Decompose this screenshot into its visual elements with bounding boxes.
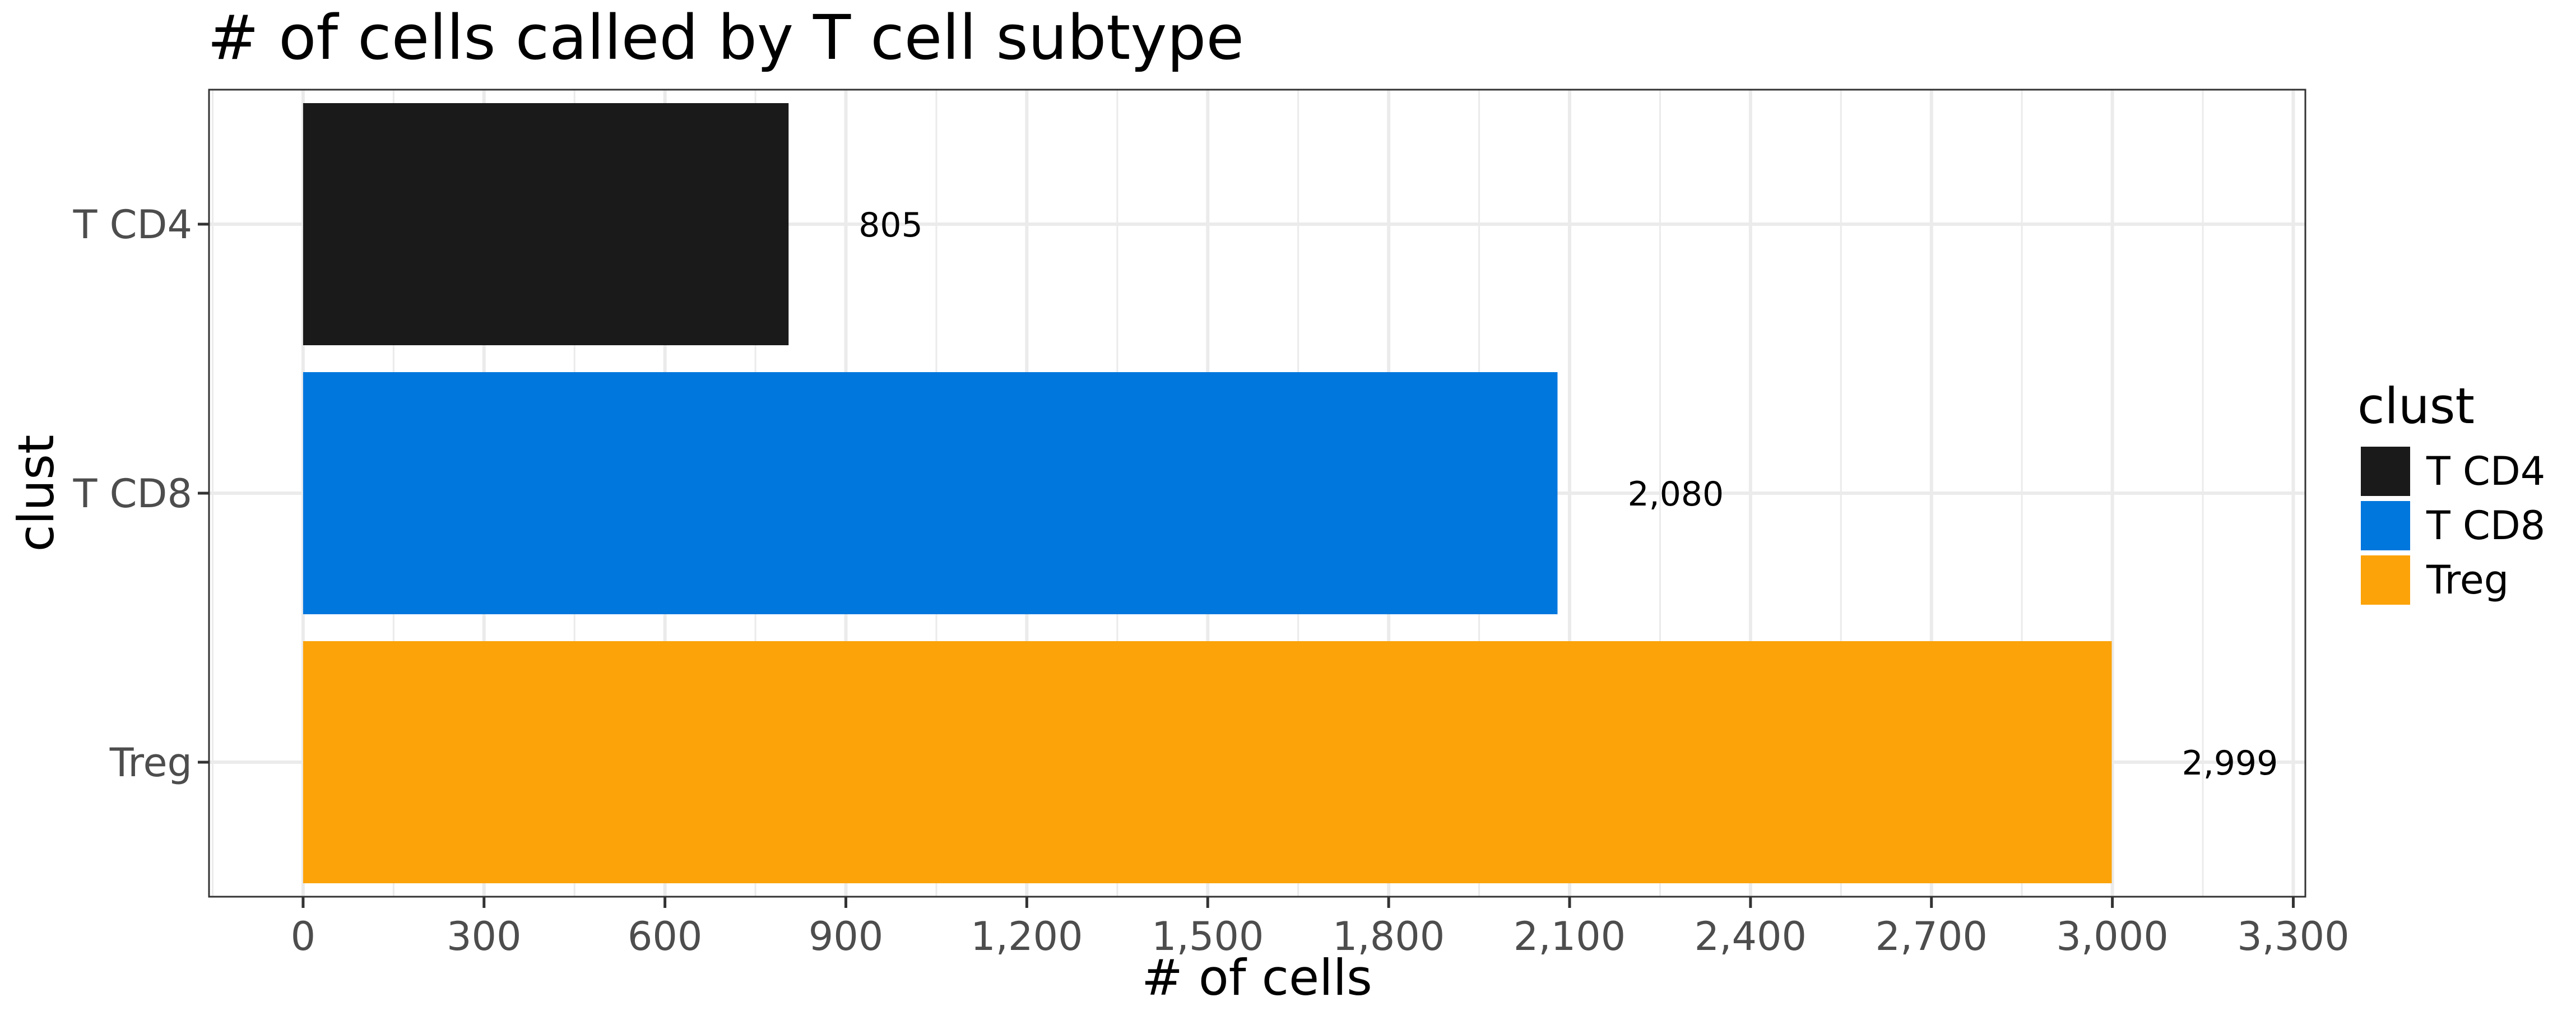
- x-tick-label: 600: [628, 914, 703, 959]
- legend-label: T CD4: [2426, 448, 2545, 494]
- legend-label: Treg: [2426, 557, 2509, 603]
- y-axis-title: clust: [7, 435, 65, 552]
- x-tick-label: 1,500: [1152, 914, 1264, 959]
- x-tick-label: 2,100: [1514, 914, 1626, 959]
- legend-label: T CD8: [2426, 503, 2545, 549]
- x-tick-label: 2,400: [1695, 914, 1807, 959]
- legend-items: T CD4 T CD8 Treg: [2361, 447, 2545, 605]
- legend-swatch: [2361, 555, 2410, 605]
- x-tick-label: 0: [291, 914, 316, 959]
- legend-swatch: [2361, 501, 2410, 550]
- y-tick-label: T CD4: [73, 202, 192, 248]
- y-tick-label: Treg: [109, 740, 192, 786]
- bar-t-cd4: [303, 103, 789, 345]
- plot-panel: 805 2,080 2,999: [208, 89, 2306, 898]
- bar-t-cd8: [303, 372, 1558, 614]
- y-tick-label: T CD8: [73, 471, 192, 517]
- x-tick-label: 3,000: [2056, 914, 2168, 959]
- x-tick-label: 300: [447, 914, 522, 959]
- bars: [303, 103, 2112, 883]
- legend-title: clust: [2357, 377, 2475, 435]
- bar-treg: [303, 641, 2112, 883]
- bar-value-label: 805: [858, 206, 923, 245]
- chart-title: # of cells called by T cell subtype: [207, 2, 1244, 73]
- x-tick-label: 1,800: [1333, 914, 1445, 959]
- bar-value-label: 2,080: [1627, 475, 1724, 514]
- value-labels: 805 2,080 2,999: [858, 206, 2278, 783]
- legend-swatch: [2361, 447, 2410, 496]
- x-tick-label: 1,200: [971, 914, 1083, 959]
- y-axis: T CD4 T CD8 Treg: [73, 202, 209, 786]
- x-tick-label: 3,300: [2237, 914, 2349, 959]
- x-axis-title: # of cells: [1141, 949, 1372, 1007]
- legend: clust T CD4 T CD8 Treg: [2357, 377, 2545, 605]
- x-tick-label: 900: [809, 914, 884, 959]
- bar-value-label: 2,999: [2182, 744, 2278, 783]
- x-axis: 0 300 600 900 1,200 1,500 1,800 2,100 2,400 2,700…: [291, 897, 2350, 959]
- x-tick-label: 2,700: [1876, 914, 1988, 959]
